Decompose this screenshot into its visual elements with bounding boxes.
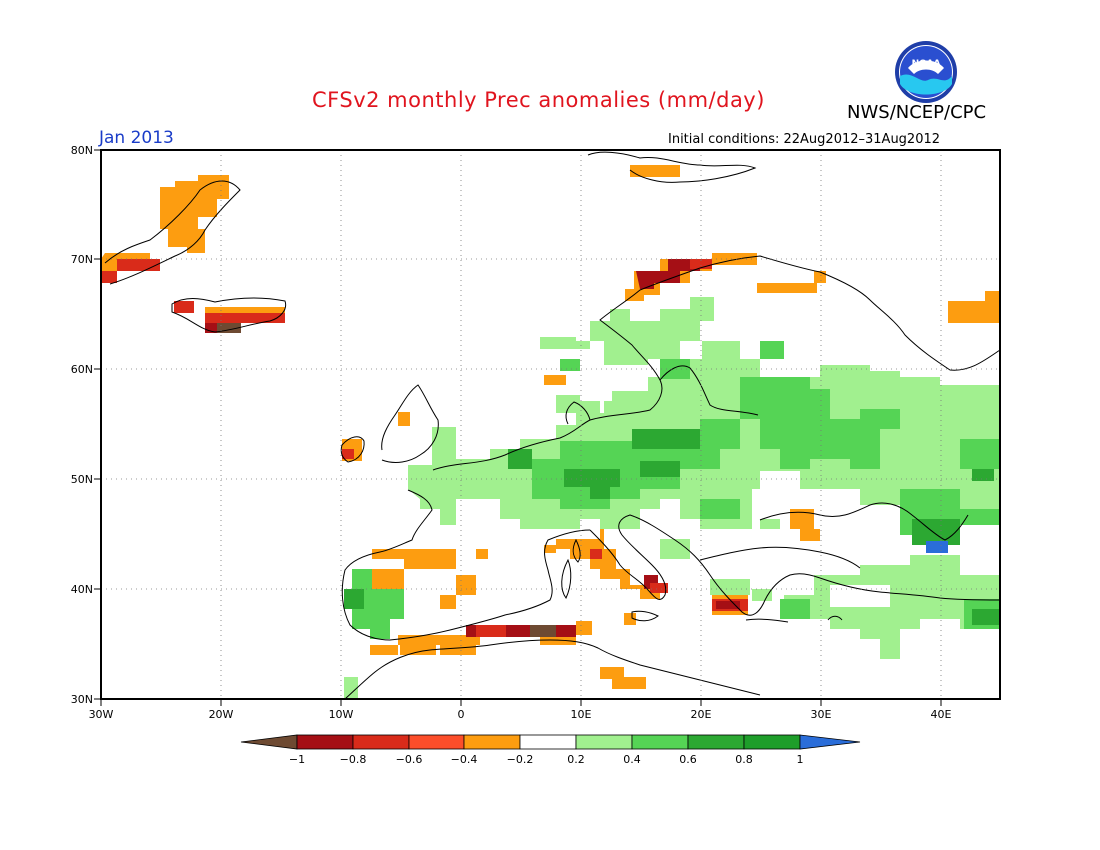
colorbar-bin bbox=[575, 734, 633, 750]
colorbar-bin bbox=[687, 734, 745, 750]
coastlines bbox=[104, 151, 1001, 700]
colorbar-legend: −1 −0.8 −0.6 −0.4 −0.2 0.2 0.4 0.6 0.8 1 bbox=[240, 734, 861, 766]
colorbar-label: 0.4 bbox=[623, 753, 641, 766]
map-frame bbox=[100, 149, 1001, 700]
anomaly-cells bbox=[101, 165, 1000, 699]
colorbar-label: −0.2 bbox=[507, 753, 534, 766]
iceland-dry bbox=[174, 301, 194, 313]
colorbar-label: 1 bbox=[797, 753, 804, 766]
colorbar-bin bbox=[463, 734, 521, 750]
norway-coast-dry bbox=[625, 253, 757, 301]
lat-tick-40N: 40N bbox=[71, 583, 93, 596]
lat-tick-60N: 60N bbox=[71, 363, 93, 376]
lon-tick-10W: 10W bbox=[329, 708, 354, 721]
turkey-wet bbox=[784, 555, 1000, 659]
colorbar-label: 0.8 bbox=[735, 753, 753, 766]
lat-tick-70N: 70N bbox=[71, 253, 93, 266]
colorbar-bin bbox=[519, 734, 577, 750]
colorbar-bin bbox=[408, 734, 465, 750]
initial-conditions: Initial conditions: 22Aug2012–31Aug2012 bbox=[668, 132, 941, 147]
lat-tick-50N: 50N bbox=[71, 473, 93, 486]
lon-tick-0: 0 bbox=[458, 708, 465, 721]
colorbar-label: 0.6 bbox=[679, 753, 697, 766]
greenland-dry bbox=[160, 175, 229, 253]
colorbar-label: −1 bbox=[289, 753, 305, 766]
forecast-month: Jan 2013 bbox=[99, 128, 174, 148]
colorbar-over bbox=[799, 734, 861, 750]
italy-dry bbox=[556, 529, 660, 599]
noaa-logo: NOAA bbox=[895, 41, 957, 103]
colorbar-label: −0.8 bbox=[340, 753, 367, 766]
agency-label: NWS/NCEP/CPC bbox=[847, 102, 987, 123]
lat-tick-80N: 80N bbox=[71, 144, 93, 157]
colorbar-bin bbox=[296, 734, 354, 750]
colorbar-label: −0.6 bbox=[396, 753, 423, 766]
colorbar-under bbox=[240, 734, 298, 750]
black-sea-wet bbox=[926, 541, 948, 553]
chart-title: CFSv2 monthly Prec anomalies (mm/day) bbox=[312, 88, 765, 112]
lon-tick-20E: 20E bbox=[691, 708, 712, 721]
greenland-strong-dry bbox=[117, 259, 160, 271]
colorbar-label: −0.4 bbox=[451, 753, 478, 766]
lon-tick-10E: 10E bbox=[571, 708, 592, 721]
lat-tick-30N: 30N bbox=[71, 693, 93, 706]
lon-tick-40E: 40E bbox=[931, 708, 952, 721]
colorbar-bin bbox=[743, 734, 801, 750]
logo-text: NOAA bbox=[912, 59, 941, 69]
colorbar-bin bbox=[631, 734, 689, 750]
russia-ne-dry bbox=[948, 291, 1000, 323]
lon-tick-30E: 30E bbox=[811, 708, 832, 721]
colorbar-label: 0.2 bbox=[567, 753, 585, 766]
lon-tick-30W: 30W bbox=[89, 708, 114, 721]
colorbar-bin bbox=[352, 734, 410, 750]
svalbard-dry bbox=[630, 165, 680, 177]
lon-tick-20W: 20W bbox=[209, 708, 234, 721]
